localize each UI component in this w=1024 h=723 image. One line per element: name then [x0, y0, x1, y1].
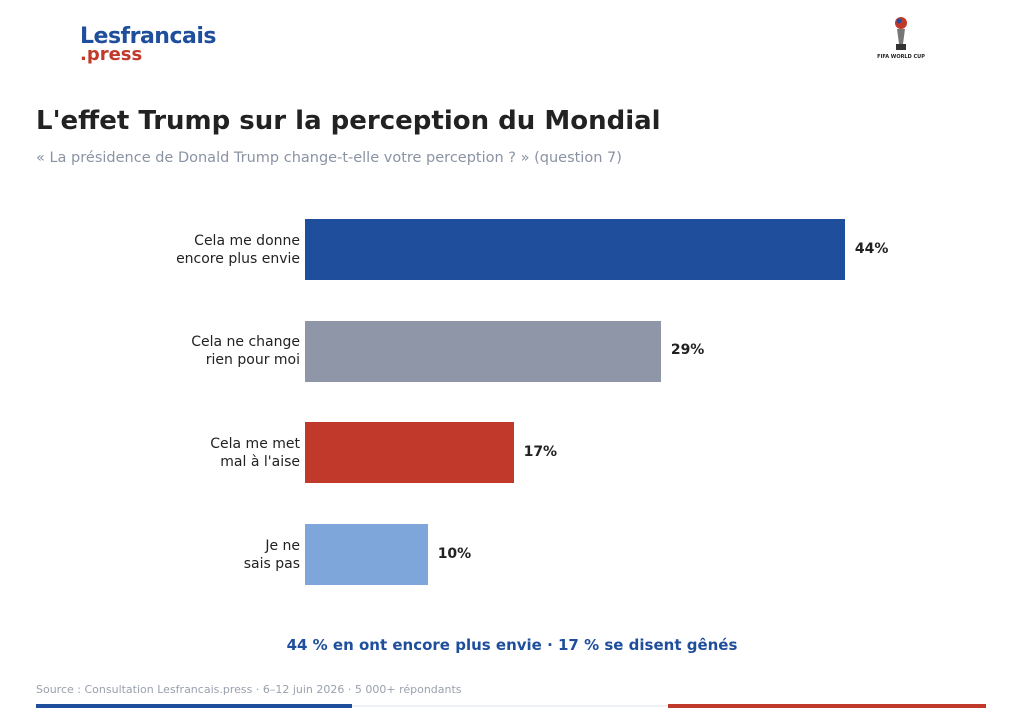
value-label: 10%	[437, 545, 472, 562]
category-label: Je ne sais pas	[243, 537, 300, 572]
bar	[305, 219, 845, 280]
footer-rule	[36, 704, 352, 708]
bar	[305, 320, 661, 382]
footer-rule	[668, 704, 986, 708]
logo-sub: .press	[80, 44, 143, 65]
chart-subtitle: « La présidence de Donald Trump change-t…	[36, 150, 622, 166]
annotation: 44 % en ont encore plus envie · 17 % se …	[286, 636, 738, 654]
chart-title: L'effet Trump sur la perception du Mondi…	[36, 106, 661, 136]
bar	[305, 422, 514, 484]
category-label: Cela me met mal à l'aise	[210, 435, 300, 470]
bar	[305, 524, 428, 586]
source: Source : Consultation Lesfrancais.press …	[36, 683, 462, 696]
trophy-icon	[895, 17, 907, 50]
value-label: 29%	[670, 342, 705, 359]
partner-logo: FIFA WORLD CUP	[877, 54, 925, 60]
logo: Lesfrancais	[80, 24, 217, 49]
category-label: Cela ne change rien pour moi	[191, 334, 300, 369]
category-label: Cela me donne encore plus envie	[176, 232, 300, 267]
footer-rule	[352, 705, 668, 707]
value-label: 17%	[523, 443, 558, 460]
value-label: 44%	[854, 240, 889, 257]
